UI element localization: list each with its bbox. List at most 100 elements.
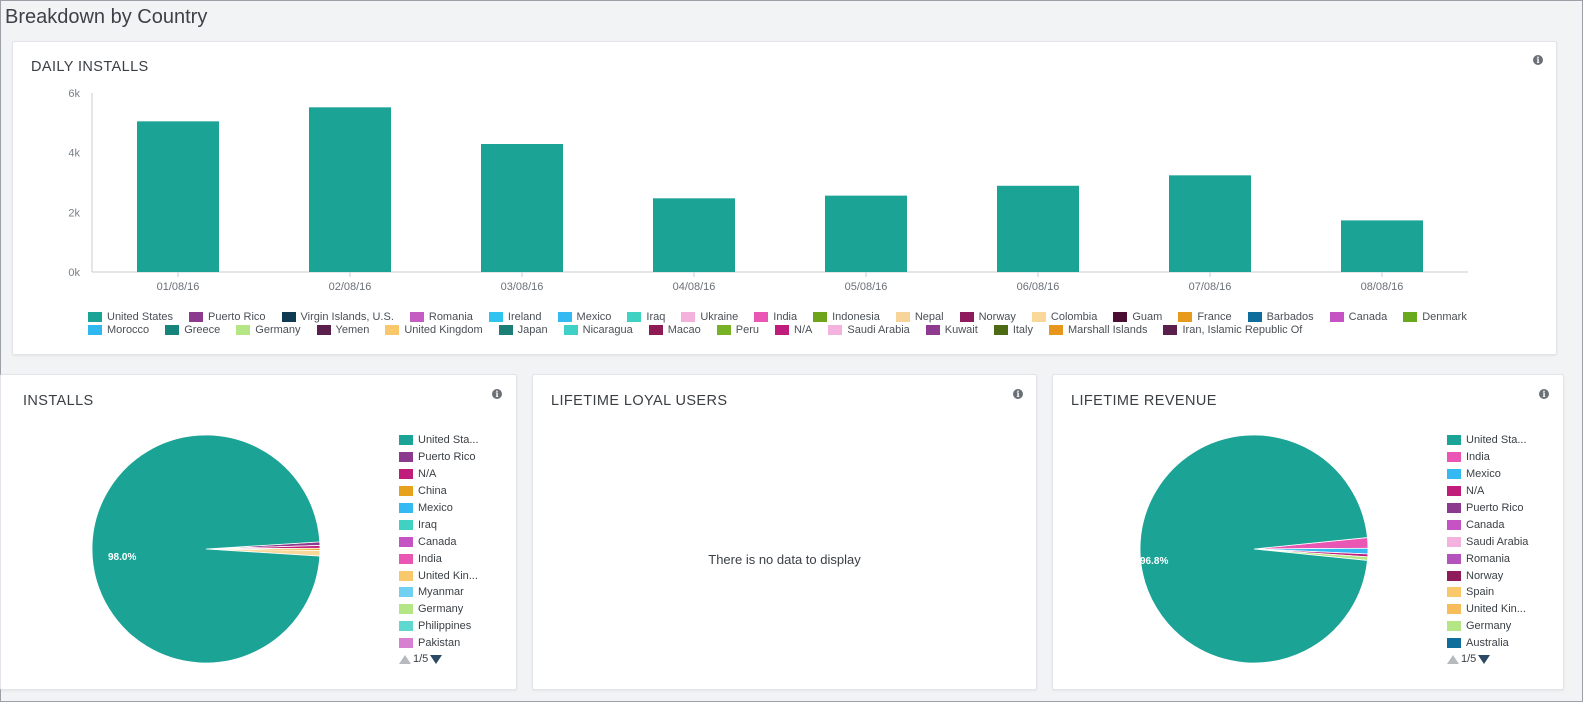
- legend-item[interactable]: United Kin...: [1447, 601, 1559, 618]
- legend-item[interactable]: United Sta...: [1447, 432, 1559, 449]
- legend-item[interactable]: Nepal: [895, 310, 944, 323]
- legend-item[interactable]: Nicaragua: [563, 323, 633, 336]
- legend-item[interactable]: N/A: [399, 466, 509, 483]
- legend-label: Barbados: [1266, 310, 1314, 323]
- legend-item[interactable]: Romania: [409, 310, 473, 323]
- legend-item[interactable]: Mexico: [399, 500, 509, 517]
- legend-item[interactable]: Denmark: [1403, 310, 1467, 323]
- legend-item[interactable]: Canada: [1329, 310, 1387, 323]
- legend-item[interactable]: Mexico: [557, 310, 611, 323]
- legend-item[interactable]: Japan: [498, 323, 548, 336]
- legend-item[interactable]: Myanmar: [399, 584, 509, 601]
- legend-item[interactable]: Pakistan: [399, 635, 509, 648]
- y-tick-label: 2k: [68, 207, 80, 219]
- legend-item[interactable]: Puerto Rico: [399, 449, 509, 466]
- legend-item[interactable]: India: [754, 310, 797, 323]
- legend-swatch: [1403, 311, 1418, 322]
- bar[interactable]: [137, 121, 219, 272]
- legend-item[interactable]: Peru: [716, 323, 759, 336]
- legend-item[interactable]: Italy: [993, 323, 1033, 336]
- bar[interactable]: [481, 144, 563, 272]
- legend-item[interactable]: Germany: [1447, 618, 1559, 635]
- legend-item[interactable]: Philippines: [399, 618, 509, 635]
- legend-item[interactable]: Canada: [1447, 516, 1559, 533]
- bar[interactable]: [997, 185, 1079, 272]
- legend-item[interactable]: United Kingdom: [385, 323, 483, 336]
- legend-label: Myanmar: [418, 586, 464, 599]
- legend-item[interactable]: Guam: [1113, 310, 1162, 323]
- legend-swatch: [385, 324, 400, 335]
- legend-swatch: [1113, 311, 1128, 322]
- y-tick-label: 0k: [68, 267, 80, 279]
- bar[interactable]: [1169, 175, 1251, 272]
- legend-item[interactable]: Iran, Islamic Republic Of: [1163, 323, 1302, 336]
- legend-item[interactable]: Ukraine: [681, 310, 738, 323]
- legend-label: Italy: [1012, 323, 1033, 336]
- info-icon[interactable]: i: [1533, 55, 1543, 65]
- legend-item[interactable]: Marshall Islands: [1049, 323, 1147, 336]
- legend-swatch: [1447, 435, 1461, 446]
- legend-item[interactable]: Australia: [1447, 635, 1559, 648]
- legend-item[interactable]: Norway: [1447, 567, 1559, 584]
- legend-item[interactable]: Virgin Islands, U.S.: [281, 310, 394, 323]
- legend-item[interactable]: Yemen: [316, 323, 369, 336]
- info-icon[interactable]: i: [1539, 389, 1549, 399]
- legend-item[interactable]: Spain: [1447, 584, 1559, 601]
- lifetime-revenue-title: LIFETIME REVENUE: [1071, 393, 1217, 409]
- legend-item[interactable]: Indonesia: [813, 310, 880, 323]
- legend-swatch: [1447, 587, 1461, 598]
- pie-slice[interactable]: [1139, 434, 1368, 664]
- legend-item[interactable]: Iraq: [627, 310, 665, 323]
- legend-item[interactable]: France: [1178, 310, 1232, 323]
- pager-up-icon[interactable]: [1447, 654, 1459, 664]
- legend-label: Iraq: [646, 310, 666, 323]
- legend-item[interactable]: N/A: [775, 323, 812, 336]
- x-tick-label: 05/08/16: [845, 281, 888, 293]
- pager-down-icon[interactable]: [430, 654, 443, 664]
- info-icon[interactable]: i: [1013, 389, 1023, 399]
- legend-swatch: [895, 311, 910, 322]
- info-icon[interactable]: i: [492, 389, 502, 399]
- legend-item[interactable]: United States: [88, 310, 173, 323]
- pager-up-icon[interactable]: [399, 654, 411, 664]
- legend-label: Saudi Arabia: [847, 323, 910, 336]
- legend-item[interactable]: China: [399, 483, 509, 500]
- bar[interactable]: [309, 107, 391, 272]
- legend-item[interactable]: Saudi Arabia: [828, 323, 910, 336]
- legend-item[interactable]: Colombia: [1031, 310, 1097, 323]
- legend-item[interactable]: N/A: [1447, 483, 1559, 500]
- legend-item[interactable]: Iraq: [399, 516, 509, 533]
- legend-item[interactable]: India: [1447, 449, 1559, 466]
- legend-item[interactable]: Puerto Rico: [1447, 500, 1559, 517]
- bar[interactable]: [653, 198, 735, 272]
- bar[interactable]: [1341, 220, 1423, 272]
- legend-item[interactable]: Germany: [236, 323, 301, 336]
- legend-item[interactable]: United Sta...: [399, 432, 509, 449]
- legend-label: Germany: [418, 603, 464, 616]
- legend-item[interactable]: Puerto Rico: [189, 310, 266, 323]
- legend-item[interactable]: Saudi Arabia: [1447, 533, 1559, 550]
- legend-item[interactable]: Norway: [959, 310, 1016, 323]
- legend-swatch: [1447, 452, 1461, 463]
- legend-swatch: [1329, 311, 1344, 322]
- legend-item[interactable]: Macao: [648, 323, 701, 336]
- legend-item[interactable]: Greece: [165, 323, 220, 336]
- legend-label: Mexico: [1466, 468, 1501, 481]
- legend-item[interactable]: Kuwait: [925, 323, 978, 336]
- legend-item[interactable]: Canada: [399, 533, 509, 550]
- legend-item[interactable]: Barbados: [1247, 310, 1314, 323]
- legend-item[interactable]: United Kin...: [399, 567, 509, 584]
- legend-label: Spain: [1466, 586, 1495, 599]
- legend-item[interactable]: India: [399, 550, 509, 567]
- bar[interactable]: [825, 195, 907, 272]
- pager-down-icon[interactable]: [1478, 654, 1491, 664]
- legend-swatch: [399, 638, 413, 648]
- legend-swatch: [648, 324, 663, 335]
- legend-item[interactable]: Romania: [1447, 550, 1559, 567]
- legend-item[interactable]: Ireland: [488, 310, 542, 323]
- legend-swatch: [1447, 570, 1461, 581]
- legend-item[interactable]: Germany: [399, 601, 509, 618]
- legend-item[interactable]: Morocco: [88, 323, 149, 336]
- pie-slice[interactable]: [91, 434, 321, 664]
- legend-item[interactable]: Mexico: [1447, 466, 1559, 483]
